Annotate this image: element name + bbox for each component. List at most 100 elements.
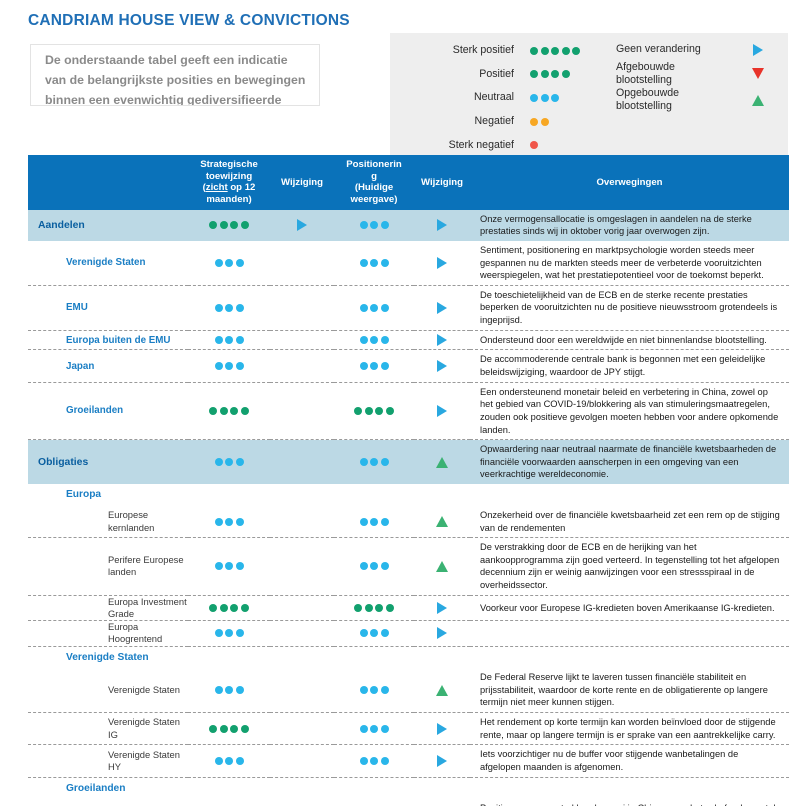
rating-dot (240, 406, 249, 415)
cell-strategic-allocation (188, 712, 270, 746)
rating-dot (364, 603, 373, 612)
rating-dot (214, 303, 223, 312)
cell-change-strategic (270, 209, 334, 241)
cell-positioning (334, 285, 414, 331)
rating-dot (370, 724, 378, 733)
group-empty-cell (334, 484, 414, 506)
rating-dot (354, 406, 363, 415)
rating-dot (225, 336, 233, 345)
page-title: CANDRIAM HOUSE VIEW & CONVICTIONS (28, 12, 350, 29)
table-row: Obligaties Opwaardering naar neutraal naa… (28, 439, 789, 484)
cell-considerations: Onze vermogensallocatie is omgeslagen in… (470, 209, 789, 241)
rating-dot (235, 258, 244, 267)
col-header-change-positioning: Wijziging (414, 155, 470, 210)
cell-strategic-allocation (188, 537, 270, 596)
legend-spacer (602, 114, 788, 157)
legend-dots (530, 117, 549, 126)
rating-dot (370, 458, 378, 467)
table-group-row: Verenigde Staten (28, 646, 789, 668)
positioning-dots (359, 756, 389, 765)
row-label: Europese kernlanden (28, 505, 188, 539)
rating-dot (225, 562, 233, 571)
rating-dot (359, 686, 368, 695)
cell-change-positioning (414, 712, 470, 746)
rating-dot (561, 70, 570, 79)
rating-dot (359, 724, 368, 733)
rating-dot (380, 336, 389, 345)
cell-considerations: Het rendement op korte termijn kan worde… (470, 712, 789, 746)
legend-dots (530, 70, 570, 79)
cell-change-positioning (414, 382, 470, 441)
cell-considerations: Iets voorzichtiger nu de buffer voor sti… (470, 744, 789, 778)
row-label: Europa buiten de EMU (28, 330, 188, 351)
group-empty-cell (188, 646, 270, 668)
cell-considerations: Opwaardering naar neutraal naarmate de f… (470, 439, 789, 484)
rating-dot (235, 303, 244, 312)
cell-strategic-allocation (188, 799, 270, 806)
group-empty-cell (414, 777, 470, 799)
rating-dot (230, 221, 239, 230)
rating-dot (219, 406, 228, 415)
rating-dot (370, 336, 378, 345)
table-row: Perifere Europese landen De verstrakking … (28, 537, 789, 596)
row-label: Obligaties (28, 439, 188, 484)
table-row: Verenigde Staten IG Het rendement op kort… (28, 712, 789, 746)
strategic-dots (214, 756, 244, 765)
cell-change-strategic (270, 285, 334, 331)
cell-considerations: De toeschietelijkheid van de ECB en de s… (470, 285, 789, 331)
cell-strategic-allocation (188, 382, 270, 441)
cell-strategic-allocation (188, 668, 270, 714)
rating-dot (380, 724, 389, 733)
group-empty-cell (414, 484, 470, 506)
cell-positioning (334, 505, 414, 539)
cell-change-strategic (270, 668, 334, 714)
cell-considerations (470, 620, 789, 647)
cell-positioning (334, 712, 414, 746)
rating-dot (385, 603, 394, 612)
legend-item-rating: Sterk positief (390, 39, 602, 63)
legend-mark (728, 94, 788, 106)
positioning-dots (359, 221, 389, 230)
cell-change-strategic (270, 537, 334, 596)
rating-dot (572, 46, 580, 55)
arrow-up-icon (436, 516, 448, 528)
table-group-row: Groeilanden (28, 777, 789, 799)
positioning-dots (359, 686, 389, 695)
table-row: Aandelen Onze vermogensallocatie is omges… (28, 209, 789, 241)
col-header-strategic-allocation: Strategische toewijzing (zicht op 12 maa… (188, 155, 270, 210)
rating-dot (240, 603, 249, 612)
cell-change-positioning (414, 285, 470, 331)
row-label: Verenigde Staten (28, 668, 188, 714)
col-header-name (28, 155, 188, 210)
rating-dot (219, 603, 228, 612)
cell-considerations: Voorkeur voor Europese IG-kredieten bove… (470, 595, 789, 622)
rating-dot (359, 517, 368, 526)
positioning-dots (354, 406, 394, 415)
rating-dot (359, 303, 368, 312)
cell-strategic-allocation (188, 285, 270, 331)
rating-dot (235, 686, 244, 695)
cell-considerations: De accommoderende centrale bank is begon… (470, 349, 789, 383)
table-row: Europa buiten de EMU Ondersteund door een… (28, 330, 789, 351)
rating-dot (370, 362, 378, 371)
row-label: Groeilanden (28, 382, 188, 441)
table-row: Europa Hoogrentend (28, 620, 789, 647)
positioning-dots (359, 303, 389, 312)
cell-change-positioning (414, 537, 470, 596)
cell-strategic-allocation (188, 744, 270, 778)
arrow-right-icon (437, 722, 447, 735)
col-header-change-strategic: Wijziging (270, 155, 334, 210)
legend-label: Neutraal (473, 91, 514, 104)
cell-change-positioning (414, 505, 470, 539)
cell-strategic-allocation (188, 209, 270, 241)
legend-label: Positief (479, 67, 514, 80)
legend-label: Geen verandering (616, 43, 701, 56)
rating-dot (214, 362, 223, 371)
table-row: Overheidsschuld Positieve carry, aantrekk… (28, 799, 789, 806)
cell-positioning (334, 744, 414, 778)
arrow-right-icon (437, 627, 447, 640)
rating-dot (240, 724, 249, 733)
legend-mark (530, 70, 602, 79)
cell-change-strategic (270, 620, 334, 647)
rating-dot (209, 724, 218, 733)
